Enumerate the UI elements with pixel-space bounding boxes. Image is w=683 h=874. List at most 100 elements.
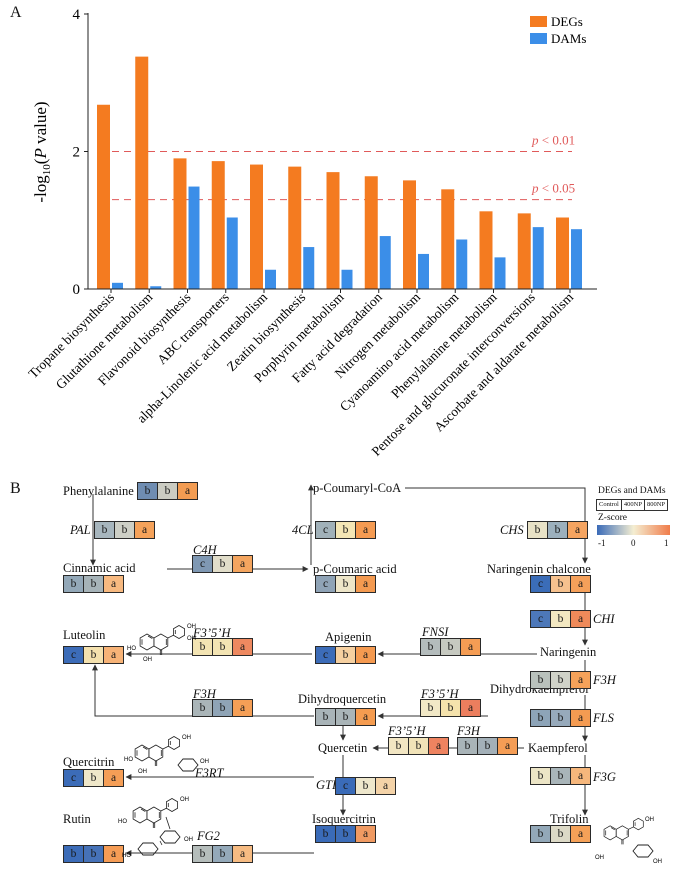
quercitrin-structure: HO OH OH OH [124, 735, 209, 775]
enzyme-chi: CHI [593, 612, 615, 626]
enzyme-f3h-right: F3H [593, 673, 616, 687]
bar-degs [517, 213, 531, 289]
metabolite-apigenin: Apigenin [325, 630, 372, 644]
y-axis-label: -log10(P value) [31, 101, 53, 202]
heatmap-cell: b [138, 483, 157, 499]
heatmap-cell: b [550, 768, 570, 784]
heatmap-cell: b [335, 522, 355, 538]
heatmap-cell: b [193, 639, 212, 655]
heatmap-cell: b [193, 700, 212, 716]
heatmap-cell: b [547, 522, 567, 538]
enzyme-fnsi: FNSI [422, 625, 449, 639]
structure-label: OH [200, 759, 209, 765]
enzyme-fg2: FG2 [197, 829, 220, 843]
heatmap-cell: a [497, 738, 517, 754]
bar-dams [150, 286, 162, 289]
enzyme-f3h-lower: F3H [457, 724, 480, 738]
structure-label: HO [124, 757, 133, 763]
structure-label: HO [127, 646, 136, 652]
legend-group-400np: 400NP [620, 500, 644, 510]
bar-dams [188, 186, 200, 289]
heatmap-cell: a [134, 522, 154, 538]
bar-degs [556, 217, 569, 289]
bar-dams [303, 247, 315, 289]
heatmap-cell: a [460, 700, 480, 716]
structure-label: HO [118, 819, 127, 825]
heatmap-cell: b [316, 826, 335, 842]
legend-label-dams: DAMs [551, 31, 586, 46]
enzyme-pal: PAL [70, 523, 91, 537]
enzyme-f3h-middle: F3H [193, 687, 216, 701]
heatmap-cell: a [375, 778, 395, 794]
legend-group-800np: 800NP [643, 500, 667, 510]
bar-degs [211, 161, 225, 289]
heatmap-cell: b [335, 647, 355, 663]
legend-group-control: Control [599, 501, 619, 508]
heatmap-cell: b [550, 710, 570, 726]
heatmap-cell: b [335, 826, 355, 842]
bar-degs [479, 211, 493, 289]
heatmap-cell: a [570, 768, 590, 784]
heatmap-cell: b [212, 639, 232, 655]
heatmap-cell: a [460, 639, 480, 655]
enrichment-bar-chart: -log10(P value) DEGs DAMs p < 0.01 p < 0.… [25, 7, 597, 459]
heatmap-cell: a [570, 611, 590, 627]
heatmap-cell: a [177, 483, 197, 499]
metabolite-p-coumaryl-coa: p-Coumaryl-CoA [313, 481, 402, 495]
structure-label: OH [187, 624, 196, 630]
heatmap-cell: b [408, 738, 428, 754]
heatmap-cell: b [421, 700, 440, 716]
heatmap-cell: a [103, 846, 123, 862]
y-tick-label: 2 [73, 145, 81, 161]
heatmap-cell: b [83, 846, 103, 862]
metabolite-dihydroquercetin: Dihydroquercetin [298, 692, 387, 706]
bar-degs [173, 158, 187, 289]
metabolite-naringenin: Naringenin [540, 645, 597, 659]
heatmap-cell: c [316, 576, 335, 592]
heatmap-cell: b [550, 826, 570, 842]
heatmap-cell: b [335, 576, 355, 592]
legend-swatch-dams [530, 33, 547, 44]
heatmap-cell: b [64, 576, 83, 592]
heatmap-cell: b [477, 738, 497, 754]
heatmap-cell: a [428, 738, 448, 754]
enzyme-f3p5ph-top: F3’5’H [193, 626, 231, 640]
zscore-tick-min: -1 [598, 538, 606, 548]
heatmap-cell: b [335, 709, 355, 725]
structure-label: OH [184, 837, 193, 843]
heatmap-cell: b [440, 700, 460, 716]
heatmap-cell: a [355, 709, 375, 725]
bar-dams [226, 217, 238, 289]
enzyme-f3g: F3G [593, 770, 616, 784]
heatmap-cell: b [458, 738, 477, 754]
heatmap-cell: b [531, 672, 550, 688]
heatmap-cell: b [212, 846, 232, 862]
structure-label: OH [187, 636, 196, 642]
heatmap-cell: b [440, 639, 460, 655]
heatmap-cell: a [355, 576, 375, 592]
heatmap-cell: c [531, 576, 550, 592]
heatmap-cell: a [103, 576, 123, 592]
bar-dams [379, 236, 391, 289]
y-tick-label: 4 [73, 7, 81, 23]
rutin-structure: HO OH OH HO [118, 797, 193, 859]
heatmap-cell: a [355, 522, 375, 538]
heatmap-cell: b [193, 846, 212, 862]
heatmap-cell: b [531, 768, 550, 784]
bar-degs [403, 180, 416, 289]
metabolite-rutin: Rutin [63, 812, 91, 826]
heatmap-cell: a [355, 826, 375, 842]
